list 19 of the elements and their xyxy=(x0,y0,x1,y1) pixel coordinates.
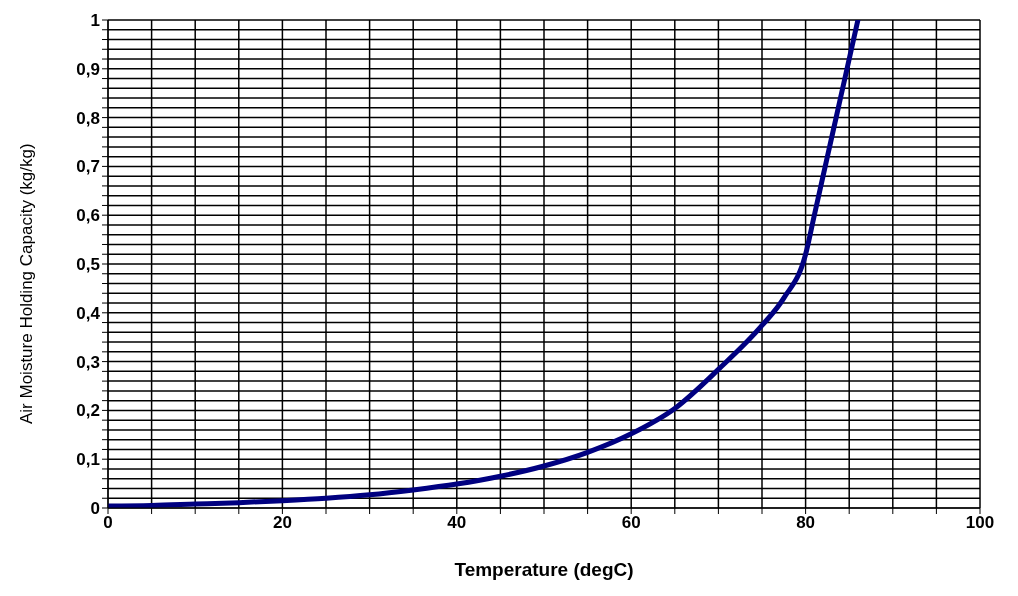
x-tick-label: 40 xyxy=(447,513,467,533)
x-tick-label: 100 xyxy=(965,513,995,533)
y-tick-label: 0 xyxy=(90,499,100,519)
y-tick-label: 1 xyxy=(90,11,100,31)
y-tick-label: 0,3 xyxy=(76,352,100,372)
x-axis-title: Temperature (degC) xyxy=(454,559,634,580)
x-tick-label: 80 xyxy=(796,513,816,533)
y-tick-label: 0,4 xyxy=(76,303,101,323)
x-tick-label: 60 xyxy=(621,513,641,533)
y-tick-label: 0,6 xyxy=(76,206,100,226)
y-tick-label: 0,7 xyxy=(76,157,100,177)
y-tick-label: 0,5 xyxy=(76,255,100,275)
x-tick-label: 0 xyxy=(103,513,113,533)
y-tick-label: 0,2 xyxy=(76,401,100,421)
y-axis-title: Air Moisture Holding Capacity (kg/kg) xyxy=(17,143,37,424)
y-tick-label: 0,9 xyxy=(76,59,100,79)
y-tick-label: 0,8 xyxy=(76,108,100,128)
y-tick-label: 0,1 xyxy=(76,450,100,470)
x-tick-label: 20 xyxy=(272,513,292,533)
